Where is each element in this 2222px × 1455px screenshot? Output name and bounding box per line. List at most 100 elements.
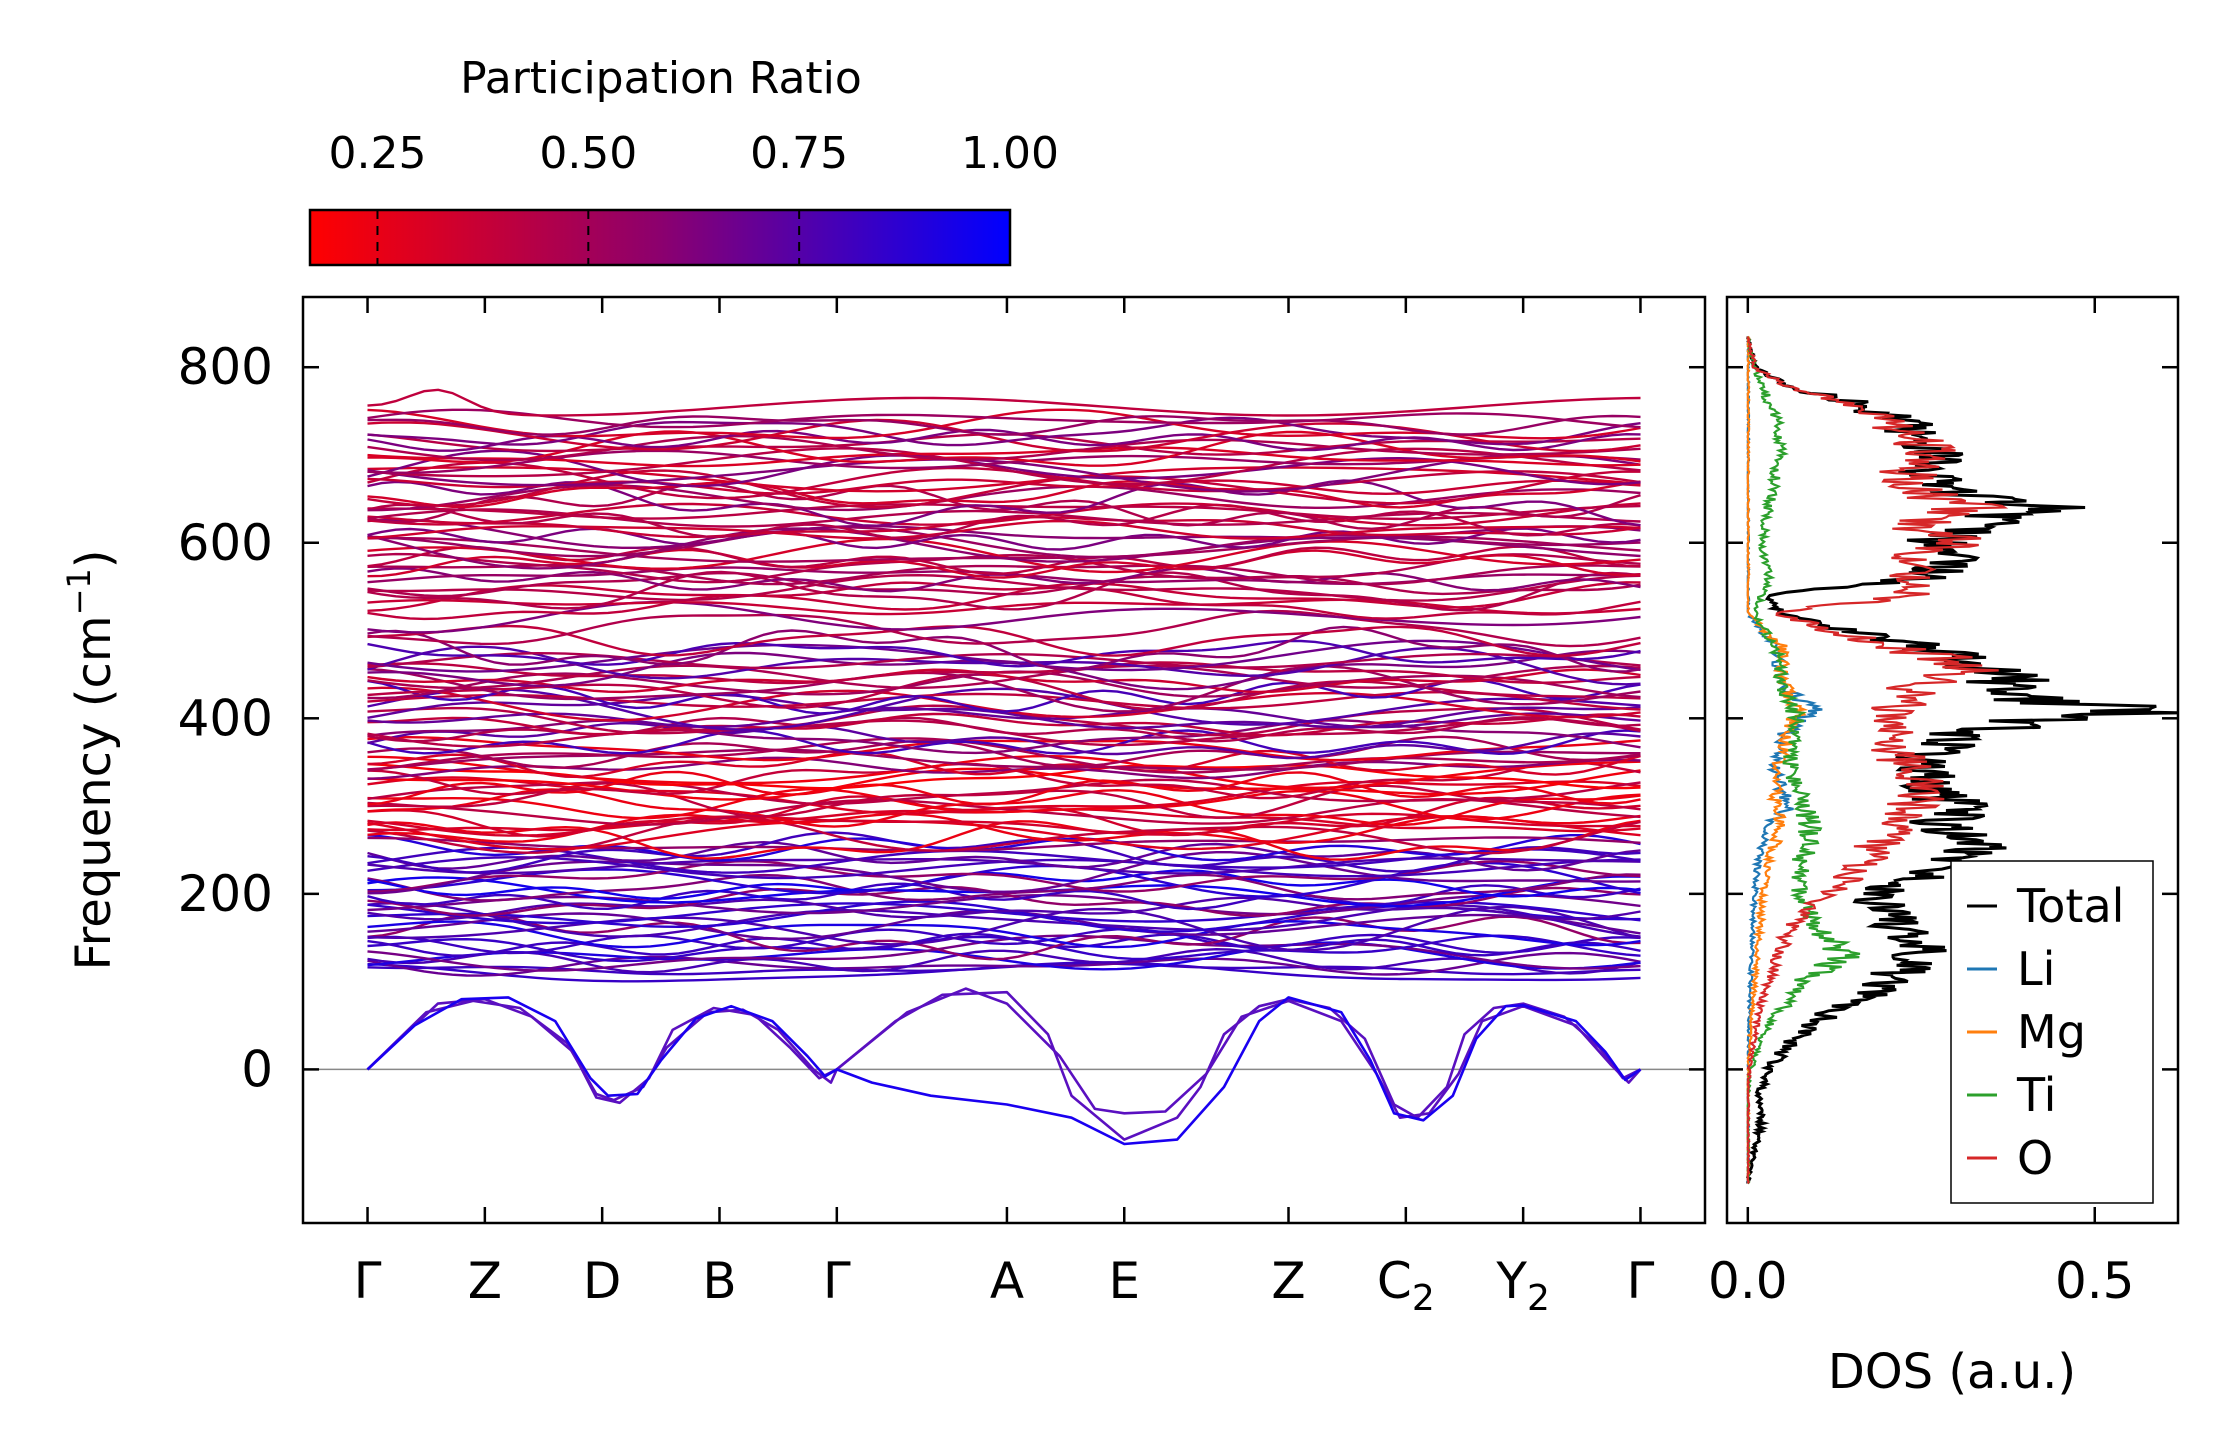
band-xtick-label-5: A: [990, 1252, 1024, 1310]
band-ytick-label-0: 0: [241, 1040, 273, 1098]
band-line: [367, 466, 1641, 493]
band-lines: [367, 388, 1641, 983]
band-line: [367, 480, 1641, 509]
band-xtick-label-7: Z: [1271, 1252, 1305, 1310]
legend-label-mg: Mg: [2017, 1005, 2086, 1059]
band-line: [367, 573, 1641, 602]
band-line: [367, 446, 1641, 468]
band-line: [367, 600, 1641, 634]
band-line: [367, 934, 1641, 972]
band-xtick-label-6: E: [1108, 1252, 1140, 1310]
legend-label-ti: Ti: [2016, 1068, 2056, 1122]
band-xtick-label-4: Γ: [823, 1252, 851, 1310]
band-line: [367, 737, 1641, 774]
colorbar-tick-label-2: 0.75: [750, 128, 848, 179]
colorbar-title: Participation Ratio: [460, 53, 862, 104]
band-line: [367, 434, 1641, 462]
band-xtick-label-0: Γ: [354, 1252, 382, 1310]
band-line: [367, 869, 1641, 900]
dos-y-ticks: [1727, 365, 2178, 1071]
band-line: [367, 484, 1641, 512]
band-line: [367, 951, 1641, 977]
band-y-ticks: 0 200 400 600 800: [178, 338, 1705, 1098]
band-line: [367, 477, 1641, 496]
band-line: [367, 947, 1641, 975]
band-line: [367, 778, 1641, 806]
band-line: [367, 482, 1641, 531]
band-line: [367, 927, 1641, 955]
legend-label-o: O: [2017, 1131, 2053, 1185]
band-line: [367, 706, 1641, 729]
band-x-ticks: Γ Z D B Γ A E Z C2 Y2 Γ: [354, 297, 1655, 1319]
legend-label-li: Li: [2017, 942, 2055, 996]
y-axis-label: Frequency (cm−1): [60, 549, 122, 970]
legend-entries: Total Li Mg Ti O: [1967, 879, 2124, 1185]
band-ytick-label-2: 400: [178, 689, 273, 747]
band-line: [367, 408, 1641, 429]
band-line: [367, 668, 1641, 694]
band-panel: Γ Z D B Γ A E Z C2 Y2 Γ 0 200 400 600 800 Frequency (c…: [60, 295, 1707, 1319]
band-line: [367, 905, 1641, 952]
band-line: [367, 893, 1641, 916]
colorbar-tick-labels: 0.25 0.50 0.75 1.00: [328, 128, 1058, 179]
band-xtick-label-3: B: [702, 1252, 736, 1310]
band-line: [367, 693, 1641, 730]
colorbar-tick-label-0: 0.25: [328, 128, 426, 179]
band-line: [367, 545, 1641, 575]
band-line: [367, 760, 1641, 800]
band-line: [367, 770, 1641, 806]
band-line: [367, 527, 1641, 551]
dos-xtick-label-1: 0.5: [2055, 1252, 2135, 1310]
band-line: [367, 873, 1641, 902]
band-xtick-label-1: Z: [468, 1252, 502, 1310]
dos-axes-frame: [1725, 295, 2180, 1225]
band-line: [367, 857, 1641, 875]
colorbar-tick-label-3: 1.00: [961, 128, 1059, 179]
band-line: [367, 447, 1641, 486]
band-xtick-label-9: Y2: [1495, 1252, 1549, 1319]
legend: Total Li Mg Ti O: [1950, 860, 2154, 1204]
dos-xtick-label-0: 0.0: [1708, 1252, 1788, 1310]
band-line: [367, 571, 1641, 598]
band-line: [367, 831, 1641, 874]
dos-series-total: [1745, 336, 2178, 1184]
band-line: [367, 388, 1641, 417]
band-line: [367, 625, 1641, 673]
band-line: [367, 649, 1641, 691]
dos-lines: [1745, 335, 2178, 1185]
band-line: [367, 609, 1641, 648]
band-xtick-label-2: D: [583, 1252, 622, 1310]
band-line: [367, 639, 1641, 668]
band-line: [367, 552, 1641, 584]
band-line: [367, 651, 1641, 670]
band-line: [367, 846, 1641, 874]
band-line: [367, 570, 1641, 612]
band-line: [367, 661, 1641, 685]
band-line: [367, 721, 1641, 760]
band-line: [367, 581, 1641, 621]
band-ytick-label-4: 800: [178, 338, 273, 396]
band-ytick-label-3: 600: [178, 514, 273, 572]
dos-panel: 0.0 0.5 DOS (a.u.) Total Li Mg Ti O: [1708, 295, 2180, 1400]
band-line: [367, 756, 1641, 780]
band-line: [367, 920, 1641, 949]
band-line: [367, 851, 1641, 895]
acoustic-1: [366, 990, 1642, 1141]
acoustic-2: [366, 987, 1642, 1119]
band-line: [367, 900, 1641, 925]
acoustic-branches: [366, 987, 1642, 1146]
band-line: [367, 598, 1641, 616]
band-line: [367, 414, 1641, 436]
dos-series-o: [1746, 336, 2009, 1184]
band-line: [367, 624, 1641, 658]
band-line: [367, 729, 1641, 756]
band-line: [367, 941, 1641, 971]
band-line: [367, 469, 1641, 509]
band-line: [367, 502, 1641, 527]
colorbar: Participation Ratio 0.25 0.50 0.75 1.00: [308, 53, 1059, 267]
dos-series-mg: [1746, 335, 1809, 1185]
legend-label-total: Total: [2016, 879, 2124, 933]
band-line: [367, 665, 1641, 713]
dos-x-axis-label: DOS (a.u.): [1828, 1344, 2076, 1400]
